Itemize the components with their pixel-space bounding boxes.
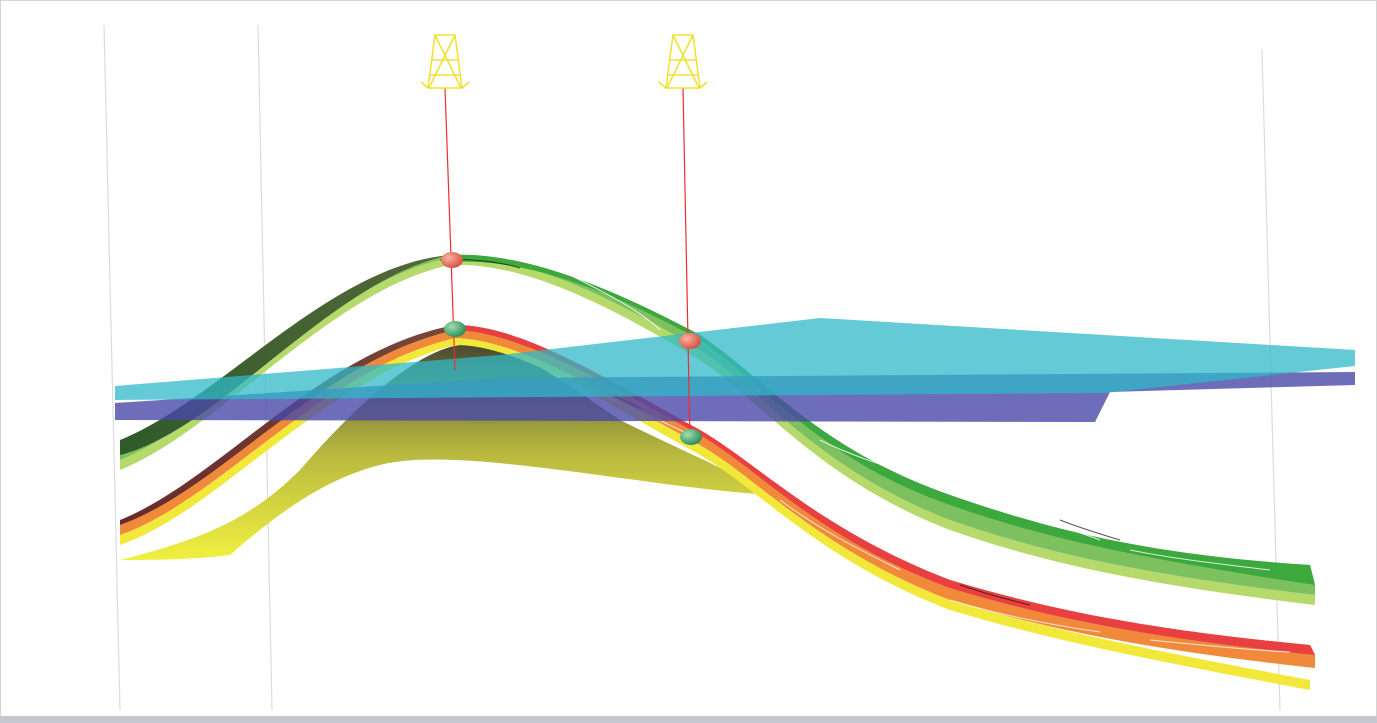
plane-cyan: [115, 318, 1355, 400]
status-bar: [0, 716, 1377, 723]
derricks: [420, 34, 708, 89]
lower-horizon-body: [120, 345, 770, 560]
well-markers: [441, 252, 702, 445]
